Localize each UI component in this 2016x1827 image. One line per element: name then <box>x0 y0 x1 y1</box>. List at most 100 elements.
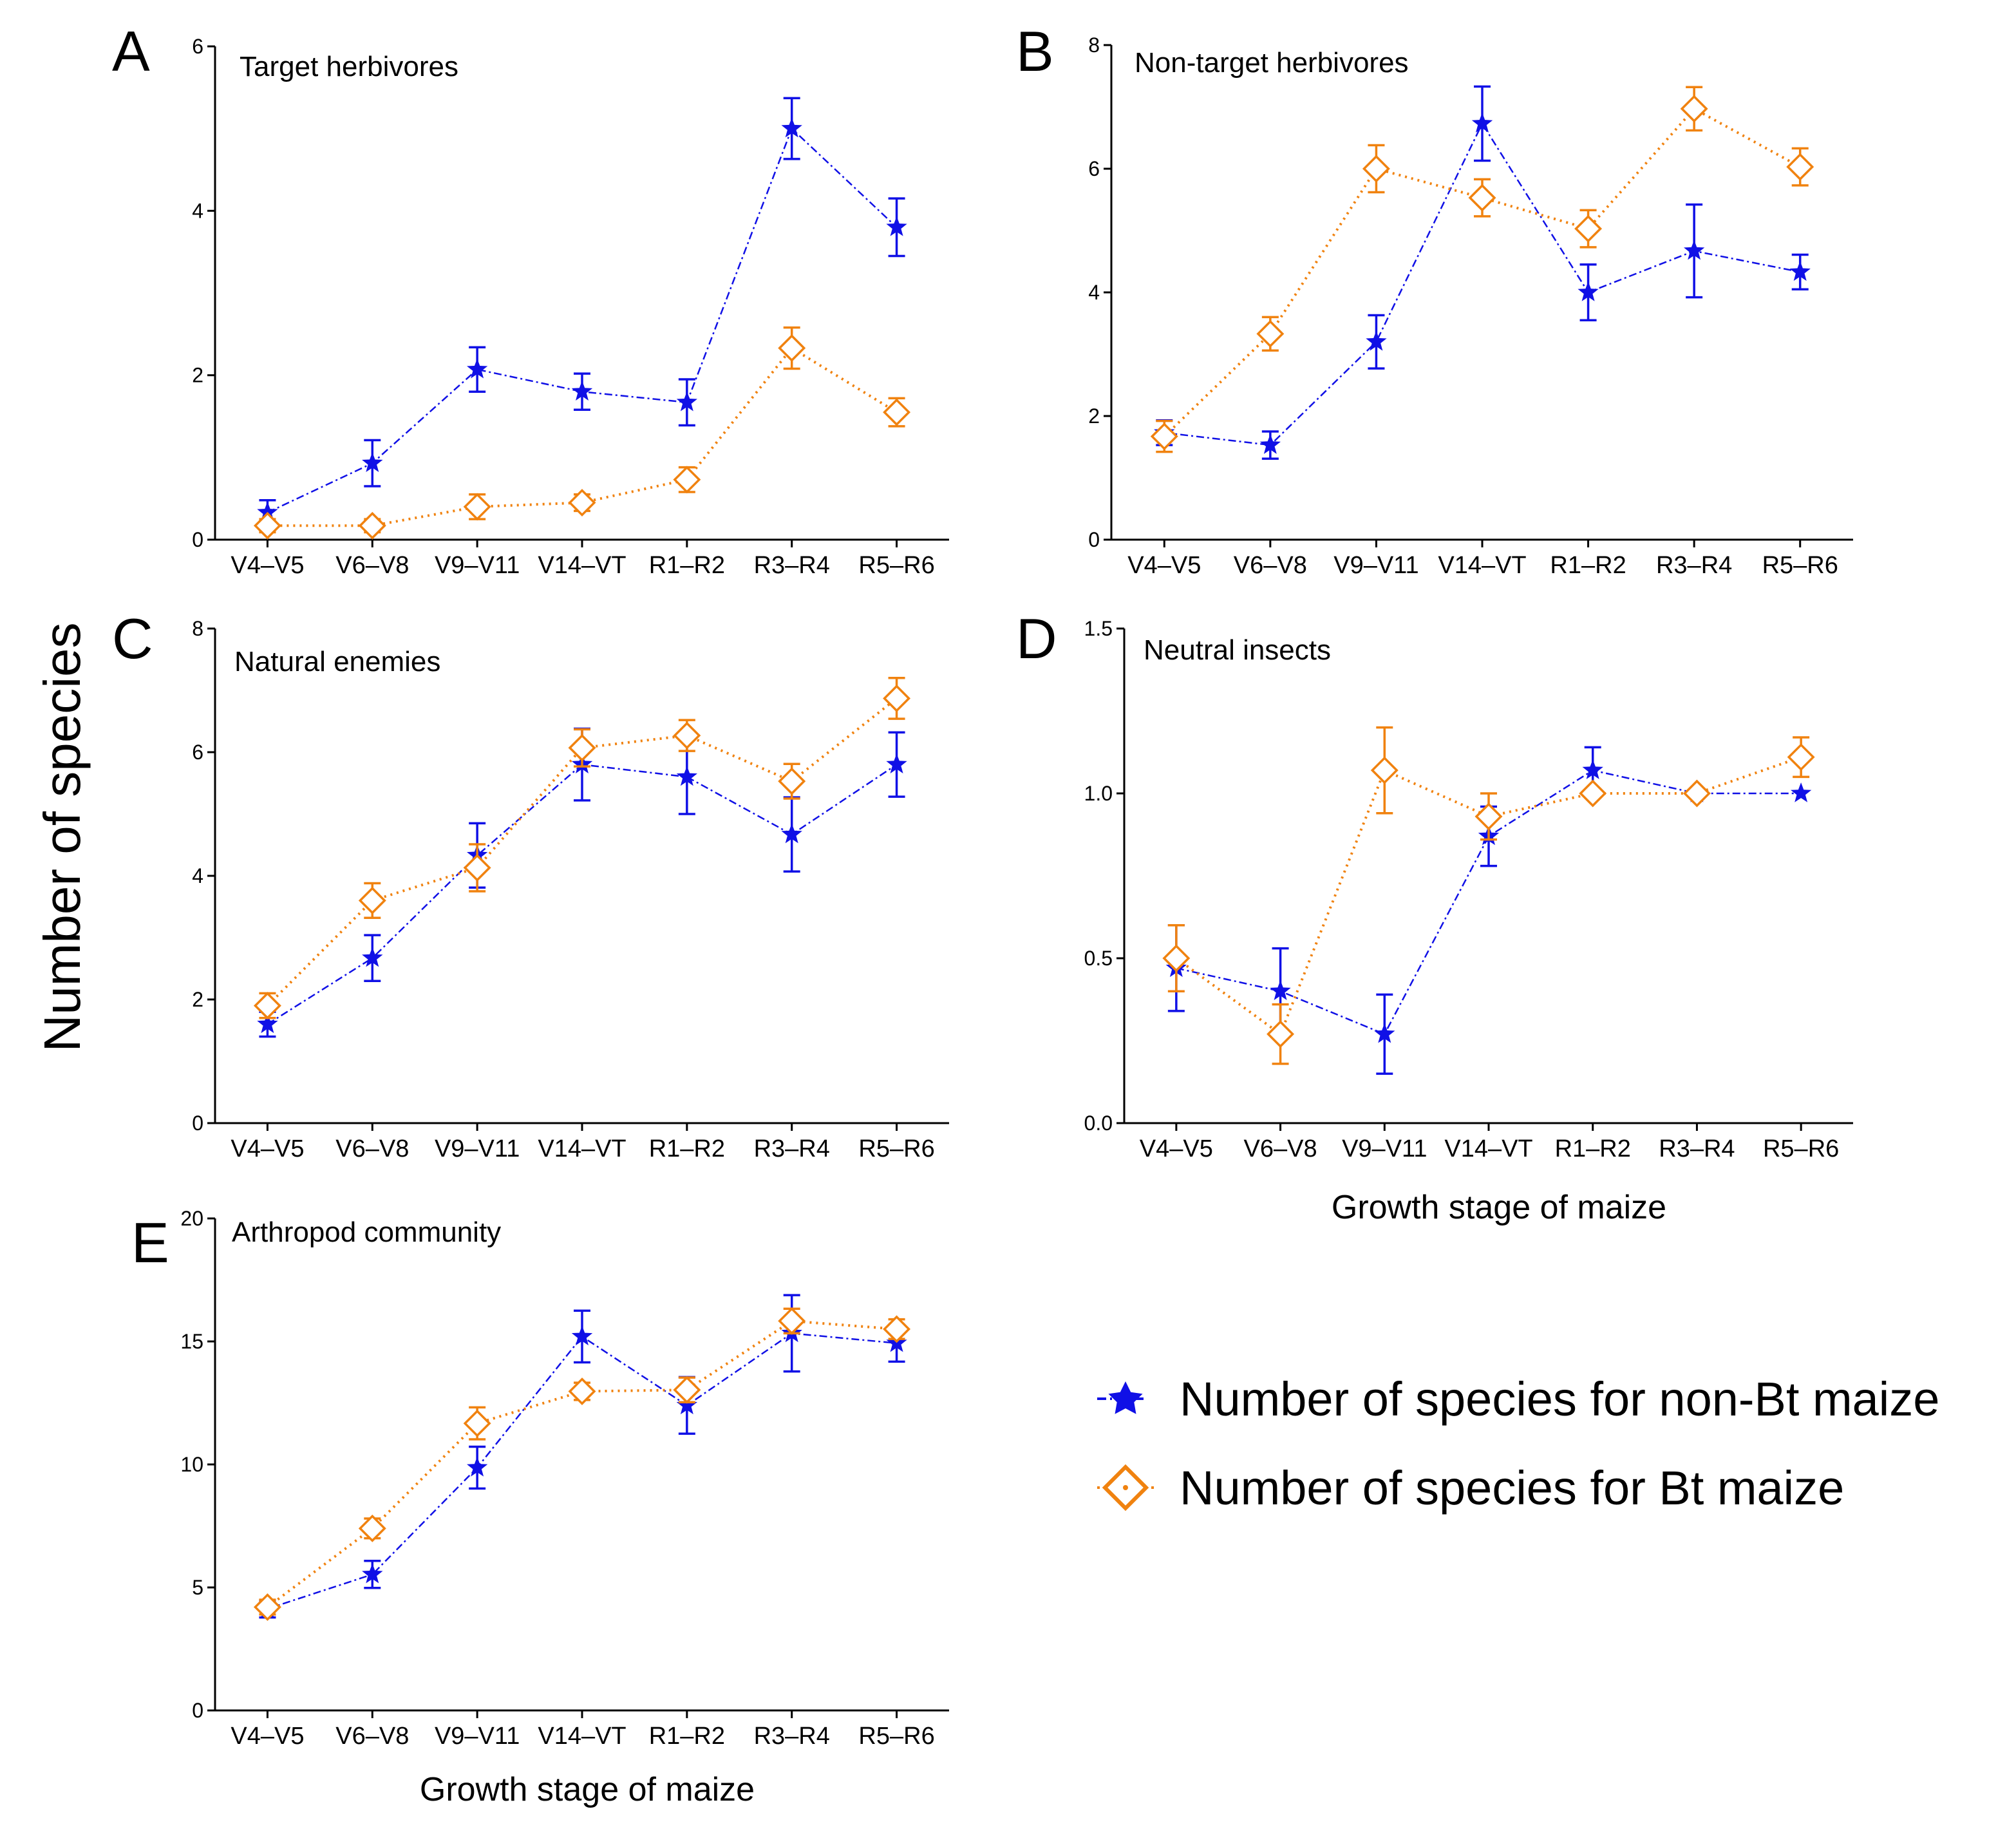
panel-letter-d: D <box>1016 607 1057 670</box>
data-point-bt-c <box>778 767 806 795</box>
x-tick-label-d: R5–R6 <box>1763 1135 1839 1162</box>
data-point-nonbt-b <box>1578 281 1599 301</box>
data-point-bt-c <box>883 685 911 712</box>
y-tick-label-d: 1.5 <box>1084 617 1113 640</box>
series-line-nonbt-b <box>1164 122 1800 446</box>
x-tick-label-e: V9–V11 <box>435 1723 520 1750</box>
x-tick-label-b: V6–V8 <box>1234 552 1307 579</box>
data-point-nonbt-b <box>1259 434 1281 454</box>
data-point-bt-c <box>358 886 386 914</box>
data-point-nonbt-c <box>257 1013 278 1034</box>
y-tick-label-c: 2 <box>192 988 203 1011</box>
data-point-bt-a <box>568 489 596 517</box>
data-point-nonbt-b <box>1789 261 1811 281</box>
x-tick-label-a: R1–R2 <box>649 552 725 579</box>
panel-title-d: Neutral insects <box>1144 634 1331 666</box>
data-point-nonbt-d <box>1270 980 1291 1000</box>
y-tick-label-b: 0 <box>1088 528 1100 551</box>
x-tick-label-a: V4–V5 <box>231 552 304 579</box>
x-tick-label-b: V14–VT <box>1438 552 1526 579</box>
data-point-bt-e <box>673 1376 701 1404</box>
panel-letter-e: E <box>131 1211 169 1274</box>
x-tick-label-a: V14–VT <box>538 552 626 579</box>
panel-letter-a: A <box>112 19 150 83</box>
data-point-nonbt-a <box>467 358 488 379</box>
panel-b: B Non-target herbivores 0 2 4 6 8 V4–V5 V6–V8 V… <box>1016 19 1853 579</box>
x-axis-title-d: Growth stage of maize <box>1332 1189 1666 1226</box>
x-tick-label-c: V6–V8 <box>335 1135 409 1162</box>
data-point-nonbt-c <box>781 823 802 844</box>
x-tick-label-c: R1–R2 <box>649 1135 725 1162</box>
data-point-bt-c <box>253 992 281 1020</box>
x-tick-label-d: V14–VT <box>1444 1135 1532 1162</box>
x-axis-title-e: Growth stage of maize <box>420 1771 755 1808</box>
y-tick-label-c: 4 <box>192 864 203 887</box>
data-point-bt-b <box>1150 422 1178 451</box>
data-point-bt-b <box>1362 155 1390 183</box>
data-point-bt-b <box>1256 319 1285 348</box>
legend-label-nonbt: Number of species for non-Bt maize <box>1180 1372 1939 1426</box>
x-tick-label-d: V9–V11 <box>1342 1135 1427 1162</box>
data-point-nonbt-a <box>571 381 593 401</box>
x-tick-label-c: V9–V11 <box>435 1135 520 1162</box>
x-tick-label-c: V14–VT <box>538 1135 626 1162</box>
x-tick-label-b: V9–V11 <box>1333 552 1418 579</box>
x-tick-label-b: V4–V5 <box>1127 552 1201 579</box>
y-tick-label-b: 6 <box>1088 157 1100 180</box>
y-tick-label-e: 15 <box>180 1330 203 1353</box>
data-point-bt-d <box>1370 756 1399 784</box>
data-point-nonbt-e <box>571 1325 593 1346</box>
data-point-bt-e <box>568 1377 596 1406</box>
x-tick-label-e: R1–R2 <box>649 1723 725 1750</box>
data-point-nonbt-b <box>1366 330 1387 351</box>
data-point-bt-b <box>1786 153 1814 181</box>
panel-letter-c: C <box>112 607 153 670</box>
panel-c: C Natural enemies 0 2 4 6 8 V4–V5 V6–V8 V9–V11 V… <box>112 607 949 1162</box>
x-tick-label-e: R5–R6 <box>858 1723 934 1750</box>
x-tick-label-d: V6–V8 <box>1244 1135 1317 1162</box>
x-tick-label-c: V4–V5 <box>231 1135 304 1162</box>
data-point-nonbt-b <box>1684 240 1705 260</box>
panel-title-a: Target herbivores <box>240 51 458 82</box>
y-tick-label-d: 0.5 <box>1084 947 1113 970</box>
series-line-nonbt-a <box>267 127 898 514</box>
data-point-bt-b <box>1574 214 1603 243</box>
x-tick-label-a: V9–V11 <box>435 552 520 579</box>
y-tick-label-e: 0 <box>192 1699 203 1722</box>
data-point-nonbt-a <box>257 501 278 522</box>
data-point-bt-d <box>1474 802 1503 831</box>
legend-marker-bt-dot <box>1123 1485 1128 1490</box>
series-line-nonbt-e <box>267 1332 897 1610</box>
data-point-bt-a <box>778 334 806 363</box>
x-tick-label-d: R1–R2 <box>1555 1135 1631 1162</box>
panel-e: E Arthropod community Growth stage of ma… <box>131 1207 949 1808</box>
data-point-nonbt-b <box>1471 112 1493 133</box>
data-point-nonbt-e <box>676 1394 697 1415</box>
data-point-bt-d <box>1787 743 1815 772</box>
y-tick-label-a: 6 <box>192 35 203 58</box>
panel-letter-b: B <box>1016 19 1054 83</box>
data-point-bt-a <box>358 511 386 540</box>
y-tick-label-e: 10 <box>180 1453 203 1476</box>
legend: Number of species for non-Bt maize Numbe… <box>1097 1372 1939 1515</box>
data-point-bt-e <box>253 1593 281 1622</box>
y-axis-title: Number of species <box>33 623 91 1052</box>
series-line-bt-e <box>267 1320 897 1609</box>
y-tick-label-a: 0 <box>192 528 203 551</box>
x-tick-label-b: R1–R2 <box>1550 552 1626 579</box>
data-point-bt-e <box>358 1514 386 1542</box>
y-tick-label-c: 6 <box>192 741 203 764</box>
x-tick-label-e: R3–R4 <box>754 1723 830 1750</box>
x-tick-label-c: R3–R4 <box>754 1135 830 1162</box>
x-tick-label-e: V6–V8 <box>335 1723 409 1750</box>
x-tick-label-a: R3–R4 <box>754 552 830 579</box>
data-point-bt-b <box>1468 184 1496 212</box>
data-point-nonbt-c <box>362 947 383 967</box>
x-tick-label-c: R5–R6 <box>858 1135 934 1162</box>
data-point-bt-a <box>463 493 491 521</box>
x-tick-label-d: R3–R4 <box>1659 1135 1735 1162</box>
panel-title-e: Arthropod community <box>232 1216 501 1248</box>
x-tick-label-b: R3–R4 <box>1656 552 1732 579</box>
legend-marker-nonbt <box>1108 1381 1143 1414</box>
